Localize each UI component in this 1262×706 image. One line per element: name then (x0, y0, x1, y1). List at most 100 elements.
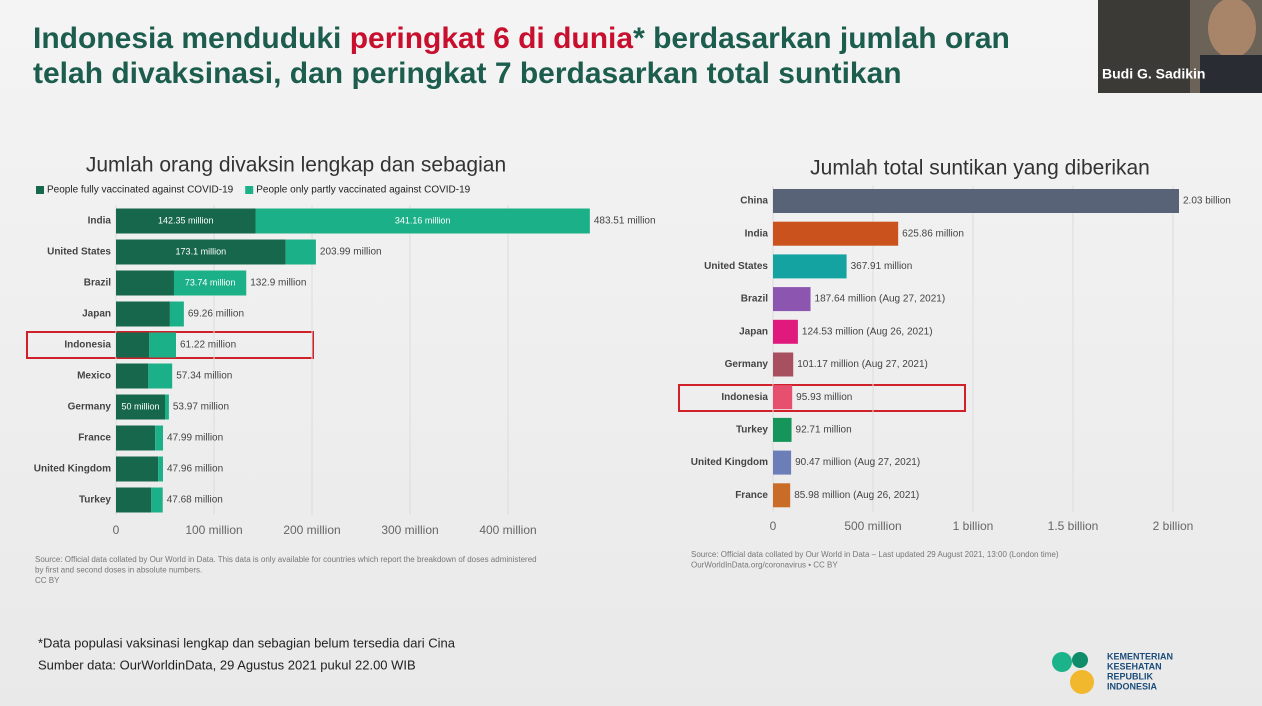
category-label: United Kingdom (691, 457, 768, 468)
chart: Jumlah orang divaksin lengkap dan sebagi… (34, 154, 656, 586)
bar-segment (151, 487, 163, 513)
highlight-box (26, 331, 314, 359)
bar-segment (165, 394, 169, 420)
total-label: 483.51 million (594, 216, 656, 227)
bar-segment (116, 301, 170, 327)
logo-text: REPUBLIK (1107, 671, 1154, 681)
video-person (1208, 0, 1256, 58)
bar-segment (148, 363, 173, 389)
total-label: 53.97 million (173, 402, 229, 413)
category-label: Germany (68, 402, 112, 413)
category-label: Brazil (741, 294, 768, 305)
legend-swatch (36, 186, 44, 194)
bar-segment (285, 239, 316, 265)
segment-label: 73.74 million (185, 277, 236, 287)
segment-label: 142.35 million (158, 215, 214, 225)
bar (773, 483, 791, 508)
bar-segment (116, 270, 174, 296)
total-label: 57.34 million (176, 371, 232, 382)
value-label: 90.47 million (Aug 27, 2021) (795, 457, 920, 468)
x-tick-label: 400 million (479, 523, 536, 537)
x-tick-label: 2 billion (1153, 519, 1194, 533)
bar-segment (116, 394, 165, 420)
bar-segment (155, 425, 164, 451)
category-label: Japan (739, 326, 768, 337)
category-label: Germany (725, 359, 769, 370)
bar-segment (255, 208, 590, 234)
category-label: Mexico (77, 371, 111, 382)
x-tick-label: 200 million (283, 523, 340, 537)
title-part: * berdasarkan jumlah oran (633, 22, 1010, 55)
title-part: Indonesia menduduki (33, 22, 350, 55)
chart: Jumlah total suntikan yang diberikan 0 500… (691, 157, 1231, 570)
bar-segment (158, 456, 164, 482)
x-tick-label: 1.5 billion (1048, 519, 1099, 533)
bar (773, 352, 794, 377)
source-note: by first and second doses in absolute nu… (35, 566, 202, 575)
total-label: 47.68 million (167, 495, 223, 506)
bar-segment (169, 301, 184, 327)
bar (773, 287, 811, 312)
bar (773, 319, 798, 344)
category-label: Turkey (736, 425, 768, 436)
value-label: 85.98 million (Aug 26, 2021) (794, 490, 919, 501)
value-label: 367.91 million (851, 261, 913, 272)
category-label: France (78, 433, 111, 444)
bar-segment (116, 487, 152, 513)
category-label: Indonesia (721, 392, 768, 403)
bar (773, 385, 793, 410)
total-label: 47.96 million (167, 464, 223, 475)
category-label: Brazil (84, 278, 111, 289)
total-label: 69.26 million (188, 309, 244, 320)
video-overlay: Budi G. Sadikin (1098, 0, 1262, 93)
bar-segment (149, 332, 176, 358)
bar (773, 189, 1179, 213)
slide-title: Indonesia menduduki peringkat 6 di dunia… (33, 22, 1010, 55)
bar-segment (116, 363, 149, 389)
value-label: 95.93 million (796, 392, 852, 403)
value-label: 625.86 million (902, 228, 964, 239)
segment-label: 341.16 million (395, 215, 451, 225)
total-label: 47.99 million (167, 433, 223, 444)
category-label: United States (47, 247, 111, 258)
legend-label: People fully vaccinated against COVID-19 (47, 185, 234, 196)
value-label: 92.71 million (796, 425, 852, 436)
category-label: China (740, 196, 768, 207)
total-label: 61.22 million (180, 340, 236, 351)
speaker-name: Budi G. Sadikin (1102, 66, 1205, 82)
total-label: 203.99 million (320, 247, 382, 258)
value-label: 2.03 billion (1183, 196, 1231, 207)
data-source: Sumber data: OurWorldinData, 29 Agustus … (38, 657, 416, 672)
logo-text: INDONESIA (1107, 681, 1158, 691)
value-label: 101.17 million (Aug 27, 2021) (797, 359, 928, 370)
bar-segment (116, 332, 150, 358)
legend-swatch (245, 186, 254, 194)
category-label: India (745, 228, 769, 239)
bar (773, 254, 847, 279)
source-note: Source: Official data collated by Our Wo… (691, 550, 1059, 559)
segment-label: 50 million (121, 401, 159, 411)
logo-text: KEMENTERIAN (1107, 651, 1173, 661)
category-label: United Kingdom (34, 464, 111, 475)
logo: KEMENTERIAN KESEHATAN REPUBLIK INDONESIA (1052, 651, 1173, 694)
slide-title-line: telah divaksinasi, dan peringkat 7 berda… (33, 57, 902, 90)
bar-segment (116, 425, 156, 451)
x-tick-label: 100 million (185, 523, 242, 537)
x-tick-label: 0 (770, 519, 777, 533)
video-person (1200, 55, 1262, 93)
bar (773, 417, 792, 442)
bar-segment (116, 456, 159, 482)
highlight-box (678, 384, 966, 412)
bar (773, 450, 792, 475)
x-tick-label: 300 million (381, 523, 438, 537)
logo-shape (1072, 652, 1088, 668)
bar-segment (173, 270, 247, 296)
bar (773, 221, 899, 246)
logo-text: KESEHATAN (1107, 661, 1162, 671)
category-label: Japan (82, 309, 111, 320)
x-tick-label: 500 million (844, 519, 901, 533)
category-label: France (735, 490, 768, 501)
footnote: *Data populasi vaksinasi lengkap dan seb… (38, 635, 456, 650)
